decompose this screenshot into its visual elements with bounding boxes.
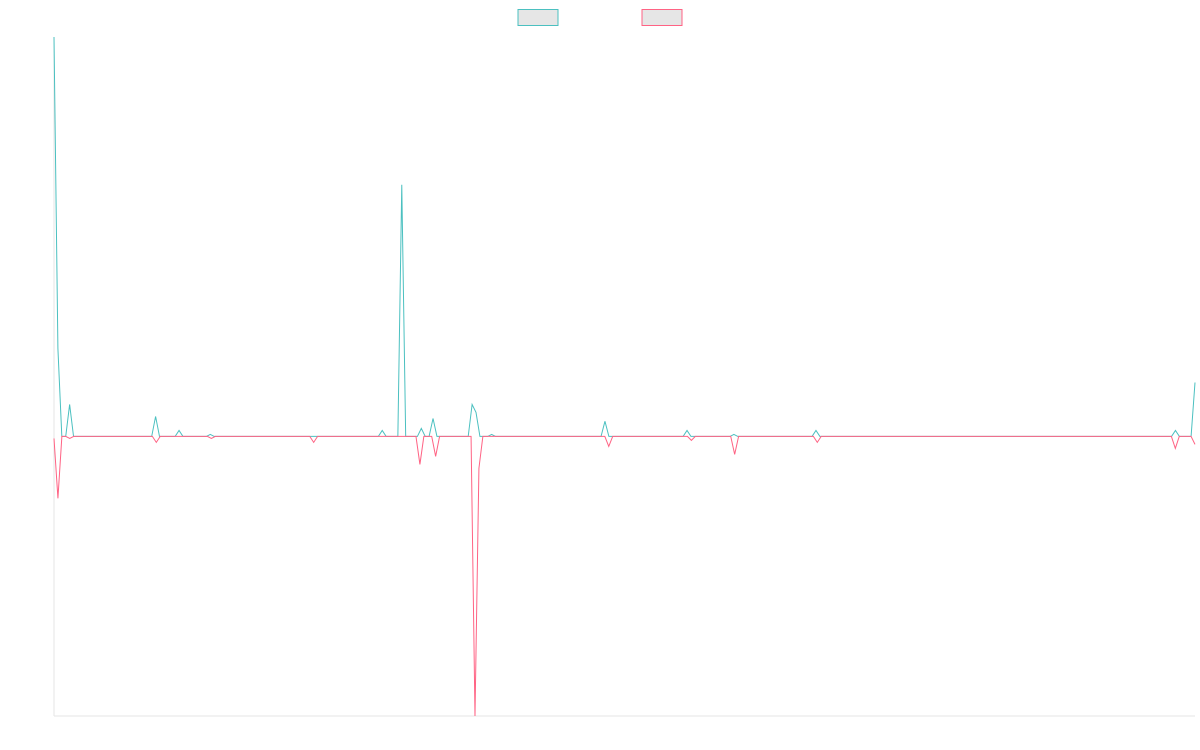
legend bbox=[517, 9, 683, 26]
series-line-2 bbox=[53, 435, 1196, 717]
axes bbox=[53, 37, 1195, 717]
legend-swatch-2 bbox=[641, 9, 683, 26]
legend-swatch-1 bbox=[517, 9, 559, 26]
series-line-1 bbox=[53, 36, 1196, 437]
series-layer bbox=[53, 36, 1196, 717]
